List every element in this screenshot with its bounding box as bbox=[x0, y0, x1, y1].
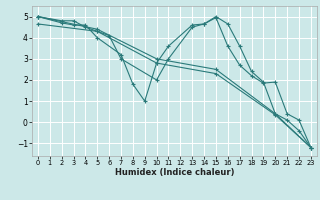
X-axis label: Humidex (Indice chaleur): Humidex (Indice chaleur) bbox=[115, 168, 234, 177]
